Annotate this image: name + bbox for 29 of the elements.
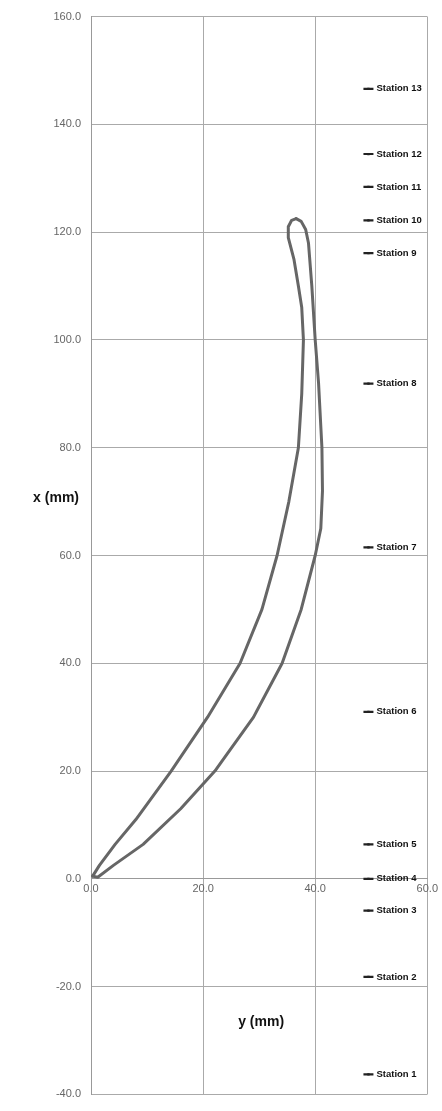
data-label: Station 7 <box>376 541 417 553</box>
y-axis-title: x (mm) <box>33 489 79 506</box>
y-tick-label: 20.0 <box>59 764 81 777</box>
data-label: Station 4 <box>376 872 418 884</box>
data-label: Station 6 <box>376 705 417 717</box>
y-tick-label: 100.0 <box>53 332 81 345</box>
data-label: Station 11 <box>376 180 423 192</box>
y-tick-label: 40.0 <box>59 656 81 669</box>
y-tick-label: -20.0 <box>55 979 81 992</box>
y-tick-label: 0.0 <box>65 871 81 884</box>
data-label: Station 2 <box>376 970 417 982</box>
data-label: Station 9 <box>376 246 417 258</box>
data-label: Station 8 <box>376 377 417 389</box>
data-label: Station 12 <box>376 147 422 159</box>
y-tick-label: 60.0 <box>59 548 81 561</box>
y-tick-label: 80.0 <box>59 440 81 453</box>
x-tick-label: 40.0 <box>304 882 326 895</box>
data-label: Station 5 <box>376 837 418 849</box>
data-label: Station 13 <box>376 82 422 94</box>
y-tick-label: 140.0 <box>53 117 81 130</box>
data-label: Station 1 <box>376 1068 418 1080</box>
x-axis-title: y (mm) <box>238 1013 285 1030</box>
y-tick-label: 160.0 <box>53 9 81 22</box>
data-label: Station 3 <box>376 904 417 916</box>
x-tick-label: 20.0 <box>192 882 214 895</box>
y-tick-label: -40.0 <box>55 1087 81 1100</box>
data-label: Station 10 <box>376 213 422 225</box>
y-tick-label: 120.0 <box>53 225 81 238</box>
x-tick-label: 60.0 <box>416 882 439 895</box>
